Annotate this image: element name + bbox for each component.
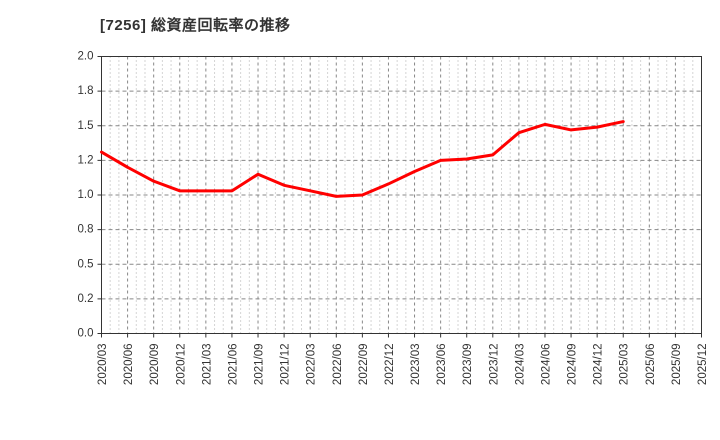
x-tick-label: 2024/12 xyxy=(593,344,605,386)
page-title: [7256] 総資産回転率の推移 xyxy=(100,17,291,34)
x-tick-label: 2020/03 xyxy=(97,344,109,386)
y-tick-label: 2.0 xyxy=(78,51,94,63)
x-tick-label: 2022/06 xyxy=(332,344,344,386)
y-tick-label: 1.0 xyxy=(78,189,94,201)
horizontal-gridlines xyxy=(101,90,702,300)
x-tick-label: 2021/12 xyxy=(280,344,292,386)
x-tick-label: 2021/09 xyxy=(254,344,266,386)
minor-vertical-gridlines xyxy=(109,56,694,334)
x-tick-label: 2023/09 xyxy=(462,344,474,386)
x-tick-label: 2025/03 xyxy=(619,344,631,386)
x-tick-label: 2021/06 xyxy=(227,344,239,386)
x-tick-label: 2023/12 xyxy=(488,344,500,386)
x-tick-label: 2022/09 xyxy=(358,344,370,386)
x-axis-ticks xyxy=(101,333,702,338)
y-axis-labels: 0.0 0.2 0.5 0.8 1.0 1.2 1.5 1.8 2.0 xyxy=(78,51,94,340)
x-tick-label: 2025/06 xyxy=(645,344,657,386)
x-tick-label: 2025/12 xyxy=(697,344,709,386)
x-tick-label: 2020/06 xyxy=(123,344,135,386)
x-tick-label: 2024/09 xyxy=(567,344,579,386)
x-tick-label: 2022/12 xyxy=(384,344,396,386)
y-tick-label: 0.5 xyxy=(78,258,94,270)
y-tick-label: 0.2 xyxy=(78,293,94,305)
y-tick-label: 0.0 xyxy=(78,328,94,340)
x-tick-label: 2025/09 xyxy=(671,344,683,386)
data-series-line xyxy=(100,120,625,198)
y-tick-label: 1.2 xyxy=(78,154,94,166)
x-tick-label: 2020/09 xyxy=(149,344,161,386)
x-tick-label: 2024/06 xyxy=(540,344,552,386)
x-tick-label: 2022/03 xyxy=(306,344,318,386)
x-tick-label: 2023/06 xyxy=(436,344,448,386)
x-axis-labels: 2020/03 2020/06 2020/09 2020/12 2021/03 2021/… xyxy=(97,344,709,386)
x-tick-label: 2023/03 xyxy=(410,344,422,386)
x-tick-label: 2021/03 xyxy=(201,344,213,386)
y-tick-label: 0.8 xyxy=(78,224,94,236)
plot-border xyxy=(101,56,702,334)
x-tick-label: 2020/12 xyxy=(175,344,187,386)
y-axis-ticks xyxy=(97,56,102,334)
x-tick-label: 2024/03 xyxy=(514,344,526,386)
y-tick-label: 1.8 xyxy=(78,85,94,97)
y-tick-label: 1.5 xyxy=(78,120,94,132)
